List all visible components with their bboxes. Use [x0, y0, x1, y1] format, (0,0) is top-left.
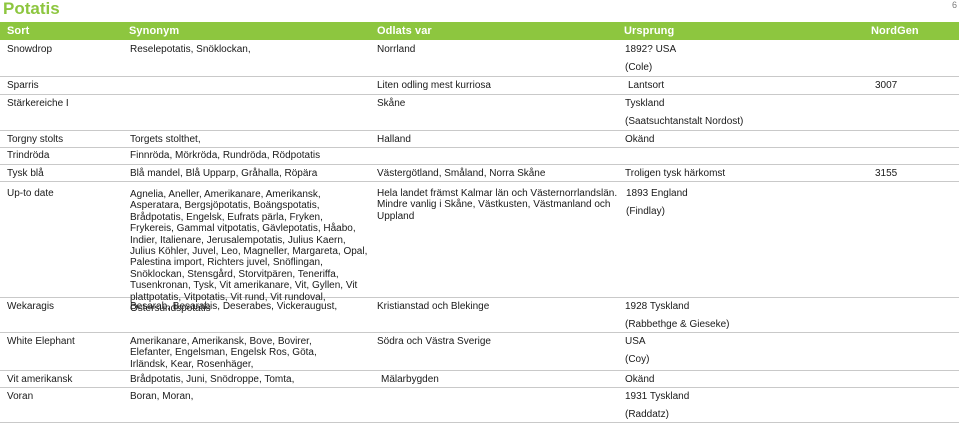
cell-ursprung-detail: (Coy): [625, 354, 650, 365]
header-nordgen: NordGen: [871, 25, 919, 37]
cell-synonym: Finnröda, Mörkröda, Rundröda, Rödpotatis: [130, 150, 321, 161]
cell-ursprung: USA: [625, 336, 646, 347]
header-odlats-var: Odlats var: [377, 25, 432, 37]
cell-sort: Tysk blå: [7, 168, 44, 179]
page-title: Potatis: [3, 0, 60, 18]
cell-ursprung-detail: (Raddatz): [625, 409, 669, 420]
cell-sort: Torgny stolts: [7, 134, 64, 145]
header-ursprung: Ursprung: [624, 25, 675, 37]
table-row: White Elephant Amerikanare, Amerikansk, …: [0, 333, 959, 371]
cell-odlats: Skåne: [377, 98, 406, 109]
cell-synonym: Torgets stolthet,: [130, 134, 201, 145]
table-row: Trindröda Finnröda, Mörkröda, Rundröda, …: [0, 148, 959, 165]
cell-synonym: Boran, Moran,: [130, 391, 194, 402]
cell-odlats: Södra och Västra Sverige: [377, 336, 491, 347]
cell-nordgen: 3155: [875, 168, 898, 179]
cell-synonym: Amerikanare, Amerikansk, Bove, Bovirer, …: [130, 336, 317, 370]
cell-ursprung-detail: (Cole): [625, 62, 653, 73]
cell-ursprung: 1892? USA: [625, 44, 677, 55]
cell-ursprung: Lantsort: [628, 80, 665, 91]
cell-sort: Snowdrop: [7, 44, 53, 55]
cell-synonym: Brådpotatis, Juni, Snödroppe, Tomta,: [130, 374, 295, 385]
cell-ursprung: Okänd: [625, 374, 655, 385]
cell-synonym: Besarab, Besarabis, Deserabes, Vickeraug…: [130, 301, 338, 312]
cell-odlats: Halland: [377, 134, 411, 145]
table-row: Wekaragis Besarab, Besarabis, Deserabes,…: [0, 298, 959, 333]
cell-odlats: Norrland: [377, 44, 416, 55]
cell-sort: Up-to date: [7, 188, 54, 199]
cell-sort: Wekaragis: [7, 301, 55, 312]
cell-ursprung: 1893 England: [626, 188, 688, 199]
cell-sort: Voran: [7, 391, 34, 402]
table-row: Up-to date Agnelia, Aneller, Amerikanare…: [0, 182, 959, 314]
table-header: Sort Synonym Odlats var Ursprung NordGen: [0, 22, 959, 40]
potato-table: Sort Synonym Odlats var Ursprung NordGen…: [0, 22, 959, 423]
cell-odlats: Kristianstad och Blekinge: [377, 301, 490, 312]
cell-odlats: Mälarbygden: [381, 374, 439, 385]
table-row: Snowdrop Reselepotatis, Snöklockan, Norr…: [0, 40, 959, 77]
cell-odlats: Västergötland, Småland, Norra Skåne: [377, 168, 546, 179]
cell-ursprung: 1928 Tyskland: [625, 301, 690, 312]
cell-nordgen: 3007: [875, 80, 898, 91]
header-sort: Sort: [7, 25, 30, 37]
cell-sort: White Elephant: [7, 336, 75, 347]
header-synonym: Synonym: [129, 25, 180, 37]
cell-ursprung: 1931 Tyskland: [625, 391, 690, 402]
table-row: Voran Boran, Moran, 1931 Tyskland (Radda…: [0, 388, 959, 423]
cell-ursprung: Okänd: [625, 134, 655, 145]
cell-synonym: Blå mandel, Blå Upparp, Gråhalla, Röpära: [130, 168, 318, 179]
cell-ursprung: Troligen tysk härkomst: [625, 168, 726, 179]
cell-sort: Stärkereiche I: [7, 98, 69, 109]
cell-synonym: Reselepotatis, Snöklockan,: [130, 44, 251, 55]
cell-ursprung-detail: (Rabbethge & Gieseke): [625, 319, 730, 330]
cell-ursprung: Tyskland: [625, 98, 665, 109]
cell-ursprung-detail: (Saatsuchtanstalt Nordost): [625, 116, 744, 127]
cell-sort: Sparris: [7, 80, 39, 91]
cell-odlats: Hela landet främst Kalmar län och Väster…: [377, 188, 618, 222]
cell-odlats: Liten odling mest kurriosa: [377, 80, 491, 91]
table-row: Tysk blå Blå mandel, Blå Upparp, Gråhall…: [0, 165, 959, 182]
cell-sort: Trindröda: [7, 150, 50, 161]
table-row: Torgny stolts Torgets stolthet, Halland …: [0, 131, 959, 148]
page-number: 6: [952, 0, 958, 10]
table-row: Sparris Liten odling mest kurriosa Lants…: [0, 77, 959, 95]
cell-ursprung-detail: (Findlay): [626, 206, 665, 217]
cell-synonym: Agnelia, Aneller, Amerikanare, Amerikans…: [130, 189, 368, 315]
table-row: Vit amerikansk Brådpotatis, Juni, Snödro…: [0, 371, 959, 388]
cell-sort: Vit amerikansk: [7, 374, 73, 385]
table-row: Stärkereiche I Skåne Tyskland (Saatsucht…: [0, 95, 959, 131]
